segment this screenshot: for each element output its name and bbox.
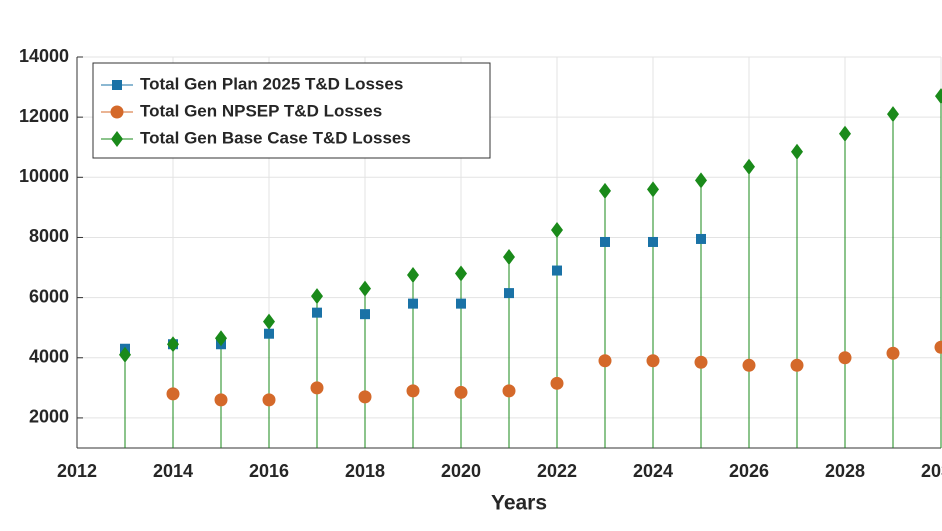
marker [359,390,372,403]
y-tick-label: 12000 [19,106,69,126]
x-tick-label: 2012 [57,461,97,481]
marker [695,356,708,369]
legend-label: Total Gen Plan 2025 T&D Losses [140,74,403,93]
marker [407,384,420,397]
marker [839,126,851,142]
x-tick-label: 2024 [633,461,673,481]
marker [215,393,228,406]
y-tick-label: 2000 [29,407,69,427]
x-tick-label: 2022 [537,461,577,481]
y-tick-label: 4000 [29,347,69,367]
y-tick-label: 14000 [19,46,69,66]
x-tick-label: 2028 [825,461,865,481]
marker [599,183,611,199]
marker [791,144,803,160]
legend-marker [112,80,122,90]
marker [264,329,274,339]
legend-label: Total Gen NPSEP T&D Losses [140,101,382,120]
marker [504,288,514,298]
marker [695,172,707,188]
marker [263,393,276,406]
x-tick-label: 2020 [441,461,481,481]
marker [503,249,515,265]
marker [408,299,418,309]
marker [167,387,180,400]
marker [599,354,612,367]
x-tick-label: 2030 [921,461,942,481]
legend-marker [111,106,124,119]
marker [647,354,660,367]
marker [503,384,516,397]
marker [887,106,899,122]
y-tick-label: 10000 [19,166,69,186]
y-tick-label: 8000 [29,226,69,246]
marker [360,309,370,319]
x-tick-label: 2018 [345,461,385,481]
marker [743,159,755,175]
marker [935,341,942,354]
marker [456,299,466,309]
marker [407,267,419,283]
marker [887,347,900,360]
marker [311,288,323,304]
marker [839,351,852,364]
marker [696,234,706,244]
marker [600,237,610,247]
marker [791,359,804,372]
marker [359,281,371,297]
marker [551,377,564,390]
marker [455,386,468,399]
marker [648,237,658,247]
marker [551,222,563,238]
marker [552,266,562,276]
y-tick-label: 6000 [29,286,69,306]
marker [311,381,324,394]
x-tick-label: 2026 [729,461,769,481]
marker [743,359,756,372]
x-axis-label: Years [491,492,547,515]
marker [935,88,942,104]
marker [167,336,179,352]
marker [312,308,322,318]
marker [455,266,467,282]
marker [647,181,659,197]
marker [263,314,275,330]
x-tick-label: 2014 [153,461,193,481]
x-tick-label: 2016 [249,461,289,481]
legend-label: Total Gen Base Case T&D Losses [140,128,411,147]
